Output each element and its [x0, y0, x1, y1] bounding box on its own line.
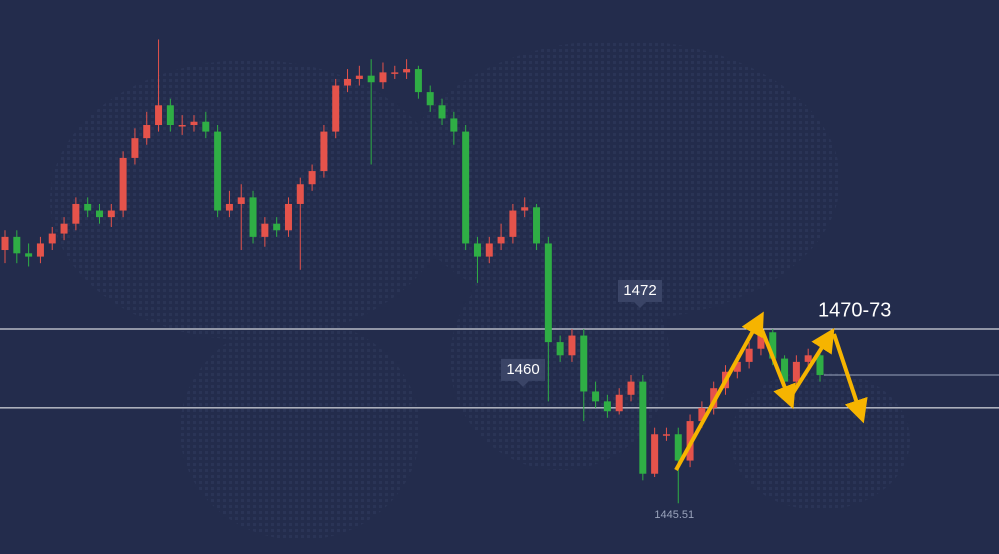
- candle-body: [521, 207, 529, 211]
- candle-body: [769, 332, 777, 359]
- candle-body: [225, 203, 233, 211]
- candle-body: [214, 131, 222, 211]
- candle-body: [592, 391, 600, 402]
- arrow: [674, 311, 764, 471]
- candle-body: [603, 401, 611, 412]
- level-label-box: [501, 358, 545, 387]
- candle-body: [178, 125, 186, 127]
- candle-body: [792, 361, 800, 382]
- candle-body: [651, 434, 659, 474]
- candle-body: [13, 236, 21, 254]
- candle-body: [568, 335, 576, 356]
- candle-body: [391, 72, 399, 74]
- candle-body: [497, 236, 505, 244]
- candle-body: [403, 69, 411, 73]
- candle-body: [674, 434, 682, 461]
- candle-body: [450, 118, 458, 132]
- candle-body: [1, 236, 9, 251]
- candle-body: [556, 342, 564, 356]
- candle-body: [426, 92, 434, 106]
- candle-body: [485, 243, 493, 257]
- candle-body: [781, 358, 789, 382]
- candle-body: [190, 121, 198, 126]
- candle-body: [804, 355, 812, 362]
- candle-body: [155, 105, 163, 126]
- candle-body: [261, 223, 269, 237]
- candle-body: [662, 434, 670, 436]
- candle-body: [615, 394, 623, 412]
- candle-body: [733, 361, 741, 372]
- candle-body: [355, 75, 363, 79]
- arrow: [789, 327, 835, 398]
- candle-body: [332, 85, 340, 132]
- candle-body: [249, 197, 257, 237]
- candle-body: [509, 210, 517, 237]
- candle-body: [273, 223, 281, 231]
- level-label-box: [618, 279, 662, 308]
- low-label: 1445.51: [654, 509, 694, 521]
- candle-body: [544, 243, 552, 343]
- candle-body: [816, 355, 824, 376]
- candle-body: [284, 203, 292, 231]
- candle-body: [143, 125, 151, 139]
- candle-body: [757, 332, 765, 349]
- candle-body: [320, 131, 328, 172]
- level-label: 1460: [506, 361, 539, 378]
- candle-body: [462, 131, 470, 244]
- candle-body: [344, 78, 352, 86]
- candle-body: [438, 105, 446, 119]
- arrow: [760, 329, 796, 410]
- target-annotation: 1470-73: [818, 299, 891, 321]
- projection-arrows: [674, 311, 868, 471]
- candle-body: [473, 243, 481, 257]
- candle-body: [745, 348, 753, 362]
- candle-body: [48, 233, 56, 244]
- candle-body: [60, 223, 68, 234]
- candle-body: [379, 72, 387, 83]
- candle-body: [296, 184, 304, 204]
- candle-body: [580, 335, 588, 392]
- level-label: 1472: [623, 282, 656, 299]
- candle-body: [414, 69, 422, 93]
- candle-body: [308, 171, 316, 185]
- candle-body: [72, 203, 80, 224]
- candle-body: [533, 207, 541, 244]
- candle-body: [107, 210, 115, 218]
- candle-body: [84, 203, 92, 211]
- candle-body: [166, 105, 174, 126]
- candle-body: [119, 157, 127, 211]
- candle-body: [95, 210, 103, 218]
- candle-body: [698, 407, 706, 422]
- candle-body: [627, 381, 635, 395]
- arrow: [832, 333, 868, 424]
- candle-body: [367, 75, 375, 83]
- candle-body: [36, 243, 44, 257]
- candle-body: [639, 381, 647, 474]
- candle-body: [202, 121, 210, 132]
- candle-body: [25, 253, 33, 257]
- candle-body: [237, 197, 245, 204]
- candle-body: [131, 138, 139, 158]
